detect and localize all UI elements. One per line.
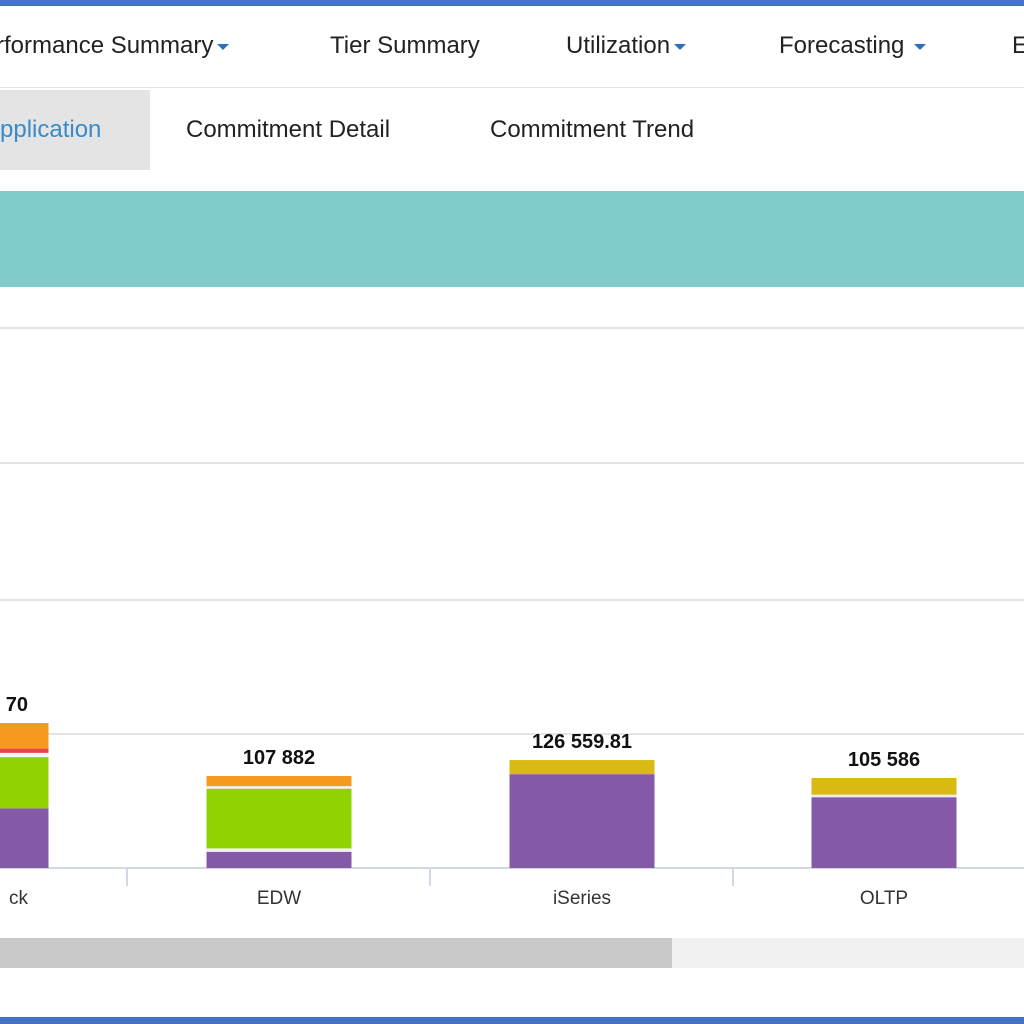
nav-forecasting-label: Forecasting [779,32,905,59]
tab-commitment-trend[interactable]: Commitment Trend [490,116,695,143]
bar-segment-2-1[interactable] [509,760,655,775]
tab-commitment-detail[interactable]: Commitment Detail [186,116,391,143]
scrollbar-thumb[interactable] [0,938,672,968]
bar-segment-1-2[interactable] [206,788,352,849]
bar-segment-1-0[interactable] [206,851,352,868]
nav-more[interactable]: E [1012,32,1024,60]
bar-segment-0-1[interactable] [0,757,49,809]
bar-segment-0-2[interactable] [0,752,49,758]
tab-application[interactable]: pplication [0,90,150,170]
nav-forecasting[interactable]: Forecasting [779,32,927,60]
category-label-2: iSeries [553,888,611,909]
nav-performance-summary[interactable]: rformance Summary [0,32,230,60]
bar-segment-0-3[interactable] [0,748,49,753]
nav-utilization[interactable]: Utilization [566,32,687,60]
chevron-down-icon [674,43,687,50]
bar-segment-3-1[interactable] [811,794,957,798]
header-banner [0,191,1024,287]
nav-tier-summary[interactable]: Tier Summary [330,32,480,59]
sub-nav: pplication Commitment Detail Commitment … [0,90,1024,170]
chart-svg: 70 ck 107 882 EDW 126 559.81 iSeries 105 586 OL… [0,327,1024,909]
horizontal-scrollbar[interactable] [0,938,1024,968]
category-label-0: ck [9,888,29,909]
top-nav: rformance Summary Tier Summary Utilizati… [0,6,1024,88]
bar-segment-1-4[interactable] [206,775,352,787]
chevron-down-icon [217,43,230,50]
bar-segment-0-4[interactable] [0,723,49,749]
bar-segment-3-0[interactable] [811,797,957,868]
stacked-bar-chart: 70 ck 107 882 EDW 126 559.81 iSeries 105 586 OL… [0,287,1024,937]
bar-segment-0-0[interactable] [0,808,49,868]
chevron-down-icon [914,43,927,50]
bar-segment-1-3[interactable] [206,786,352,789]
data-label-2: 126 559.81 [532,731,632,753]
category-label-1: EDW [257,888,301,909]
data-label-1: 107 882 [243,747,315,769]
data-label-3: 105 586 [848,749,920,771]
data-label-0: 70 [6,694,28,716]
bar-segment-2-0[interactable] [509,774,655,868]
bar-segment-3-2[interactable] [811,777,957,795]
nav-utilization-label: Utilization [566,32,671,59]
category-label-3: OLTP [860,888,908,909]
nav-performance-summary-label: rformance Summary [0,32,214,59]
bar-segment-1-1[interactable] [206,848,352,852]
